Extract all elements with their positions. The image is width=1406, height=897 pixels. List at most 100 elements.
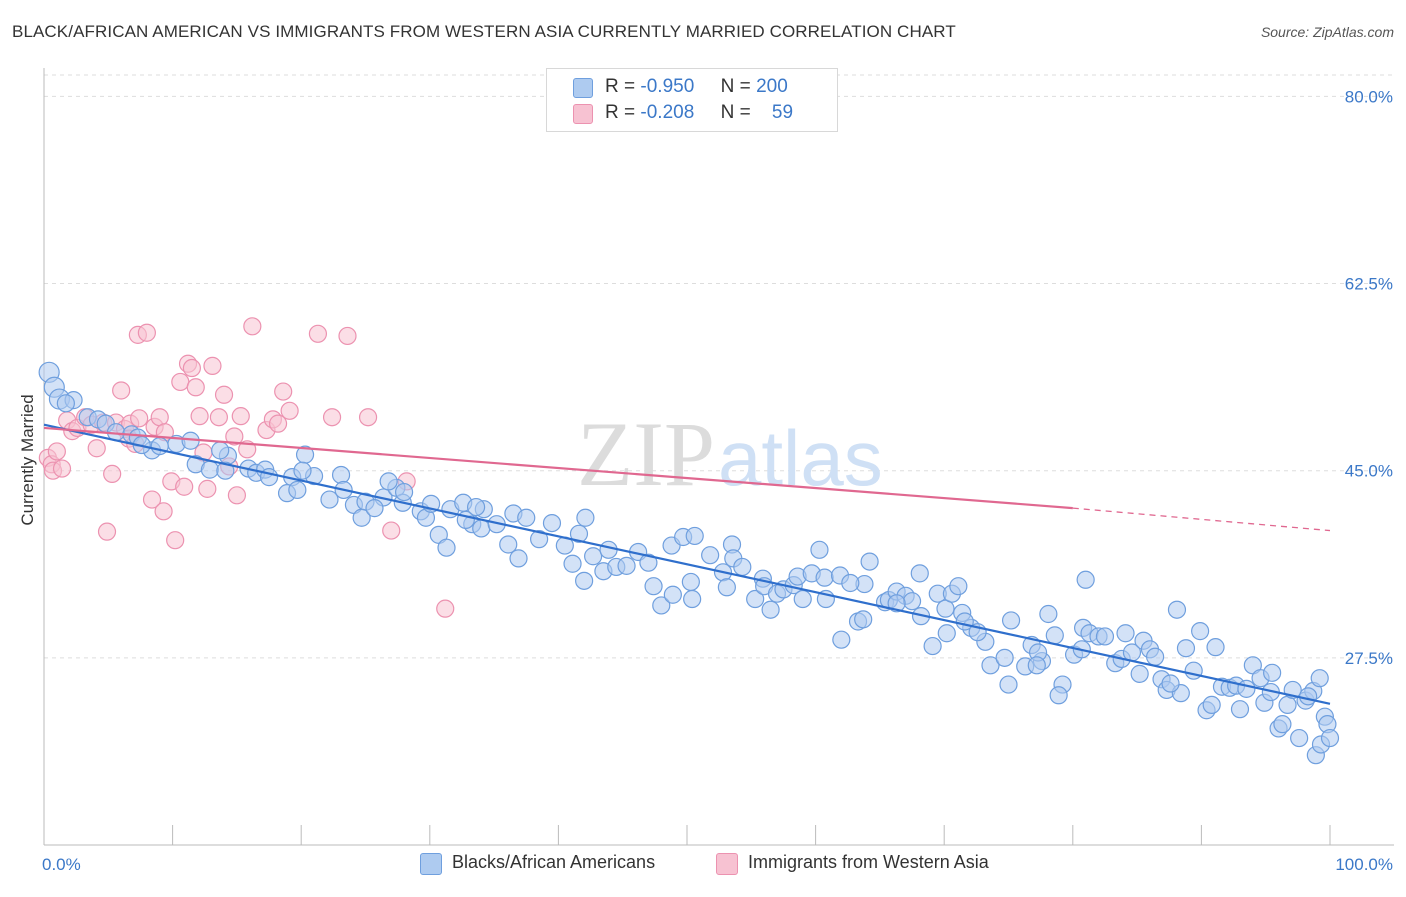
data-point-immigrants [214,385,234,404]
y-tick-label: 27.5% [1345,649,1393,668]
data-point-immigrants [112,381,131,400]
data-point-immigrants [137,323,156,342]
data-point-blacks [499,535,518,554]
data-point-blacks [644,577,663,596]
data-point-immigrants [280,401,299,420]
data-point-immigrants [171,372,190,392]
legend-r-label: R = [605,102,636,123]
data-point-immigrants [436,599,455,618]
x-tick-label: 100.0% [1335,855,1393,874]
data-point-blacks [746,589,765,609]
legend-swatch-pink [573,104,593,124]
data-point-blacks [1146,647,1165,666]
data-point-blacks [563,554,582,573]
data-point-blacks [683,589,702,609]
data-point-immigrants [322,408,342,427]
data-point-blacks [685,526,704,546]
chart-source: Source: ZipAtlas.com [1260,24,1394,40]
data-point-blacks [981,656,1000,675]
legend-n-label: N = [720,76,751,97]
data-point-blacks [331,465,351,485]
data-point-blacks [910,564,929,583]
data-point-blacks [1176,639,1196,658]
data-point-blacks [860,552,879,571]
data-point-blacks [1299,687,1318,706]
data-point-immigrants [154,502,173,521]
data-point-blacks [1273,715,1292,734]
data-point-blacks [216,461,235,480]
data-point-blacks [394,482,414,502]
data-point-blacks [200,460,219,479]
data-point-blacks [810,540,829,559]
data-point-blacks [1049,686,1068,705]
data-point-blacks [517,508,536,527]
data-point-blacks [211,441,230,460]
data-point-blacks [733,557,752,577]
data-point-immigrants [203,356,222,375]
data-point-immigrants [166,531,185,550]
watermark-zip: ZIP [577,403,715,505]
legend-n-value: 200 [756,76,788,97]
data-point-immigrants [274,382,293,401]
data-point-blacks [575,571,594,590]
data-point-immigrants [198,479,217,498]
bottom-legend-swatch-pink [716,853,738,875]
legend-n-label: N = [720,102,751,123]
data-point-immigrants [268,414,288,433]
data-point-immigrants [209,408,228,427]
x-tick-label: 0.0% [42,855,81,874]
trend-lines [43,423,1331,705]
data-point-immigrants [87,439,106,458]
data-point-blacks [1161,674,1180,693]
data-point-immigrants [186,378,205,397]
data-point-immigrants [358,408,378,427]
data-point-blacks [1076,570,1095,589]
data-point-blacks [466,497,486,517]
bottom-legend-label: Blacks/African Americans [452,852,656,872]
data-point-blacks [936,599,955,618]
data-point-immigrants [243,317,262,336]
data-point-blacks [584,547,603,566]
data-point-immigrants [227,486,246,505]
data-point-blacks [56,394,75,413]
data-point-blacks [293,461,312,480]
bottom-legend-label: Immigrants from Western Asia [748,852,989,872]
data-point-blacks [472,519,491,538]
data-point-blacks [1039,604,1058,624]
data-point-blacks [1001,611,1021,630]
data-point-blacks [1230,700,1250,719]
data-point-immigrants [52,459,72,478]
bottom-legend-swatch-blue [420,853,442,875]
data-point-blacks [1237,679,1256,698]
legend-n-value: 59 [771,102,794,123]
data-point-immigrants [225,427,244,446]
data-point-blacks [617,556,636,575]
legend-r-label: R = [605,76,636,97]
data-point-blacks [1290,728,1309,748]
data-point-blacks [569,524,589,543]
data-point-blacks [639,553,658,572]
data-point-immigrants [308,324,328,343]
data-point-blacks [902,592,922,611]
data-point-blacks [576,508,595,527]
data-point-blacks [352,508,371,527]
data-point-blacks [841,573,860,593]
data-point-blacks [652,596,671,615]
data-point-immigrants [231,407,250,426]
data-point-immigrants [338,326,357,346]
data-point-immigrants [175,477,194,496]
data-point-blacks [1167,600,1187,619]
y-tick-label: 62.5% [1345,275,1393,294]
data-point-blacks [923,636,942,656]
data-point-immigrants [97,522,117,541]
data-point-blacks [854,610,873,629]
data-point-blacks [815,568,834,587]
trend-line-immigrants [43,426,1073,510]
data-point-blacks [793,589,812,609]
data-point-blacks [937,624,956,643]
legend-swatch-blue [573,78,593,98]
data-point-blacks [542,513,562,533]
y-tick-label: 45.0% [1345,462,1393,481]
